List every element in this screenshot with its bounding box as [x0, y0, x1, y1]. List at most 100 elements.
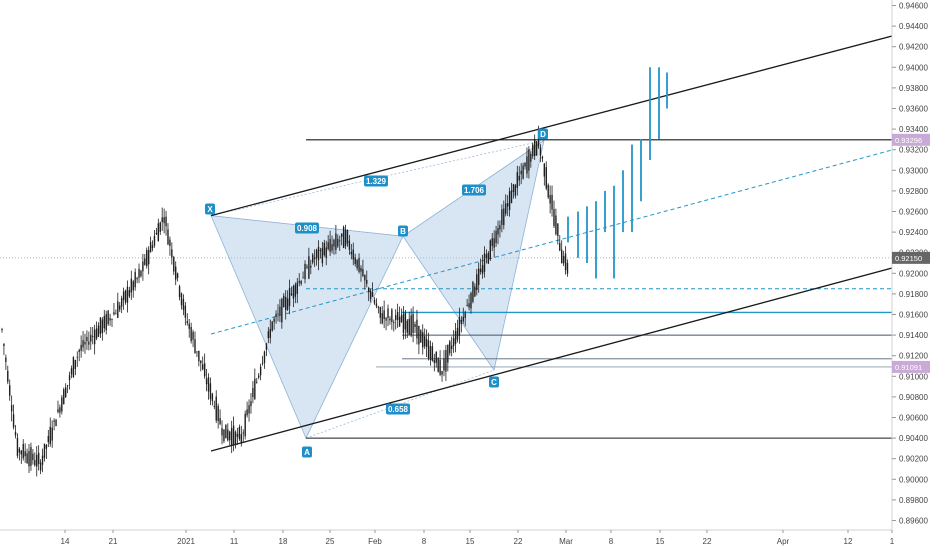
candle-body [59, 407, 61, 413]
candle-body [192, 331, 194, 340]
price-tick-label: 0.90400 [899, 434, 928, 443]
candle-body [22, 443, 24, 459]
candle-body [501, 209, 503, 225]
price-tick-label: 0.92000 [899, 269, 928, 278]
candle-body [450, 345, 453, 350]
candle-body [275, 313, 277, 318]
candle-body [439, 359, 441, 375]
ratio-line-ac [305, 369, 495, 439]
candle-body [107, 310, 109, 325]
candle-body [557, 223, 559, 236]
candle-body [385, 317, 387, 321]
trend-lines [210, 35, 893, 452]
ratio-label-text: 1.706 [464, 186, 485, 195]
candle-body [213, 406, 215, 407]
candle-body [149, 242, 152, 253]
candle-body [63, 389, 65, 405]
candle-body [356, 259, 358, 269]
candle-body [219, 418, 221, 425]
candle-body [261, 362, 264, 364]
candle-body [256, 381, 258, 383]
price-tick-label: 0.91800 [899, 290, 928, 299]
candle-body [217, 406, 219, 422]
candle-body [561, 249, 563, 264]
candle-body [298, 280, 300, 283]
candle-body [335, 233, 337, 250]
candle-body [375, 303, 378, 307]
time-tick-label: 25 [326, 537, 335, 546]
candle-body [281, 298, 283, 323]
channel-lower-line [210, 267, 893, 452]
candle-body [277, 313, 279, 315]
candle-body [163, 217, 165, 224]
candle-body [296, 282, 298, 294]
candle-body [57, 409, 59, 413]
candle-body [64, 387, 67, 398]
candle-body [447, 344, 449, 363]
time-axis[interactable]: 14 21 2021 11 18 25 Feb 8 15 22 Mar 8 15 22 Apr 12 1 [0, 529, 895, 546]
candle-body [412, 313, 414, 333]
candle-body [398, 316, 401, 327]
candle-body [90, 334, 92, 342]
candle-body [294, 284, 297, 297]
candle-body [9, 385, 11, 396]
candle-body [456, 327, 459, 340]
point-label-d-text: D [540, 130, 546, 139]
candle-body [240, 434, 243, 443]
candle-body [132, 281, 134, 291]
candle-body [232, 425, 235, 445]
candle-body [146, 250, 148, 267]
candle-body [327, 242, 329, 250]
candle-body [483, 253, 486, 272]
candle-body [7, 370, 9, 382]
time-tick-label: 15 [656, 537, 665, 546]
point-label-a-bg [302, 446, 312, 458]
candle-body [76, 356, 78, 358]
channel-mid-line [210, 149, 893, 335]
candle-body [325, 247, 327, 258]
candle-body [454, 331, 457, 345]
candle-body [452, 338, 455, 347]
candle-body [180, 293, 183, 306]
candle-body [348, 240, 351, 250]
point-label-d: D [538, 128, 548, 140]
price-tick-label: 0.90600 [899, 414, 928, 423]
candle-body [178, 286, 181, 298]
candle-body [337, 238, 339, 247]
candle-body [236, 433, 239, 437]
time-tick-label: 15 [466, 537, 475, 546]
price-tick-label: 0.91400 [899, 331, 928, 340]
candle-body [257, 375, 260, 378]
candle-body [223, 429, 225, 442]
candle-body [263, 351, 266, 363]
candle-body [506, 203, 509, 207]
candle-body [317, 246, 320, 261]
candle-body [528, 149, 530, 171]
candle-body [437, 358, 439, 372]
ratio-label: 0.908 [295, 222, 319, 234]
candle-body [267, 331, 270, 338]
candle-body [88, 341, 90, 345]
candle-body [49, 426, 51, 445]
candle-body [360, 267, 362, 272]
price-axis[interactable]: 0.94600 0.94400 0.94200 0.94000 0.93800 0.936… [891, 0, 930, 530]
price-tick-label: 0.94400 [899, 22, 928, 31]
candle-body [431, 346, 434, 361]
candle-body [36, 454, 38, 467]
candle-body [113, 312, 115, 315]
candle-body [97, 325, 100, 337]
time-tick-label: 12 [844, 537, 853, 546]
price-tag-lower-bg [892, 360, 930, 373]
candle-body [535, 141, 538, 156]
time-tick-label: 21 [109, 537, 118, 546]
candle-body [74, 360, 77, 369]
projection-bars [567, 67, 668, 279]
candle-body [124, 290, 127, 303]
candle-body [111, 319, 113, 320]
price-tick-label: 0.91200 [899, 352, 928, 361]
candle-body [12, 414, 15, 428]
candle-body [209, 383, 212, 399]
price-tick-label: 0.93800 [899, 84, 928, 93]
candle-body [423, 336, 426, 347]
